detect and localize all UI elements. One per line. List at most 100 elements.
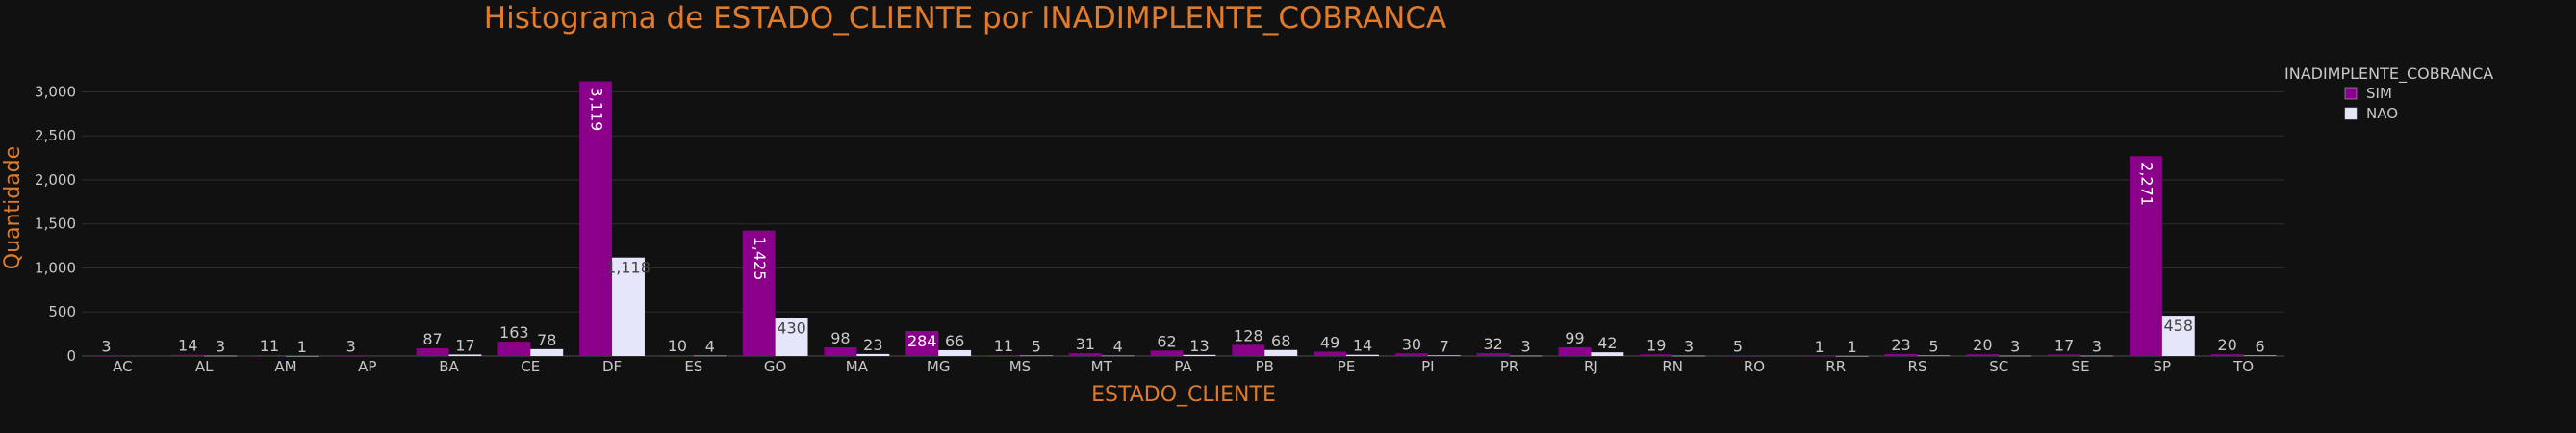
- data-label: 3: [1684, 338, 1694, 356]
- data-label: 30: [1402, 335, 1421, 353]
- bar-sim-al[interactable]: [171, 354, 205, 356]
- bar-nao-ce[interactable]: [530, 348, 564, 356]
- bar-nao-go[interactable]: [775, 318, 808, 356]
- bar-nao-pi[interactable]: [1427, 355, 1461, 356]
- bar-sim-pr[interactable]: [1476, 353, 1510, 356]
- bar-nao-ma[interactable]: [856, 353, 890, 356]
- bar-sim-am[interactable]: [253, 354, 286, 356]
- x-tick-label: SE: [2072, 358, 2090, 375]
- y-tick-label: 500: [48, 303, 76, 320]
- data-label: 5: [1928, 338, 1938, 356]
- x-tick-label: PI: [1421, 358, 1434, 375]
- data-label: 14: [1353, 337, 1372, 355]
- bar-sim-ba[interactable]: [416, 348, 449, 356]
- data-label: 14: [178, 337, 197, 355]
- bar-sim-pa[interactable]: [1150, 350, 1184, 356]
- bar-sim-mg[interactable]: [905, 331, 939, 356]
- bar-nao-to[interactable]: [2243, 355, 2277, 356]
- bar-nao-rj[interactable]: [1591, 352, 1624, 356]
- data-label: 11: [260, 337, 279, 355]
- bar-nao-ba[interactable]: [448, 354, 482, 356]
- bar-sim-ce[interactable]: [497, 342, 531, 356]
- data-label: 19: [1646, 336, 1666, 354]
- data-label: 20: [2217, 336, 2236, 354]
- data-label: 3: [2010, 338, 2020, 356]
- data-label: 3: [216, 338, 225, 356]
- legend-swatch-nao[interactable]: [2344, 107, 2358, 120]
- bar-nao-mt[interactable]: [1101, 355, 1135, 357]
- bar-nao-pr[interactable]: [1509, 355, 1543, 357]
- bar-sim-df[interactable]: [579, 81, 613, 356]
- bar-sim-rj[interactable]: [1558, 346, 1592, 356]
- bar-sim-pi[interactable]: [1394, 353, 1428, 356]
- x-tick-label: AC: [113, 358, 132, 375]
- data-label: 1: [1848, 338, 1857, 356]
- bar-sim-ma[interactable]: [824, 347, 857, 356]
- x-tick-label: PR: [1500, 358, 1518, 375]
- legend-items[interactable]: SIM NAO: [2344, 85, 2398, 122]
- x-tick-label: SP: [2154, 358, 2172, 375]
- bar-sim-ro[interactable]: [1722, 355, 1754, 357]
- bar-sim-rr[interactable]: [1802, 355, 1836, 357]
- bar-sim-se[interactable]: [2048, 354, 2081, 356]
- x-tick-label: SC: [1989, 358, 2008, 375]
- legend-label-nao[interactable]: NAO: [2366, 105, 2398, 122]
- bar-sim-ms[interactable]: [987, 354, 1020, 356]
- bar-sim-ac[interactable]: [89, 355, 123, 357]
- data-label: 32: [1483, 335, 1502, 353]
- bar-sim-es[interactable]: [660, 355, 694, 356]
- bar-sim-sc[interactable]: [1966, 354, 2000, 356]
- data-label: 49: [1320, 334, 1339, 352]
- x-tick-label: MA: [846, 358, 869, 375]
- data-label: 4: [1113, 338, 1123, 356]
- bar-nao-pa[interactable]: [1183, 354, 1216, 356]
- bar-sim-go[interactable]: [742, 230, 776, 356]
- x-tick-label: TO: [2232, 358, 2254, 375]
- x-tick-label: CE: [521, 358, 540, 375]
- bar-nao-rs[interactable]: [1917, 355, 1951, 357]
- data-label: 10: [668, 337, 687, 355]
- x-tick-label: RO: [1744, 358, 1765, 375]
- bar-nao-pe[interactable]: [1346, 354, 1379, 356]
- bar-nao-es[interactable]: [693, 355, 727, 357]
- bar-sim-pb[interactable]: [1232, 344, 1265, 356]
- bar-nao-df[interactable]: [612, 257, 645, 356]
- y-tick-label: 1,500: [35, 216, 76, 233]
- bar-sim-rn[interactable]: [1640, 354, 1673, 356]
- data-label: 3: [346, 338, 356, 356]
- bar-nao-pb[interactable]: [1264, 349, 1298, 356]
- x-tick-labels: AC AL AM AP BA CE DF ES GO MA MG MS MT PA PB PE PI PR RJ RN…: [113, 358, 2254, 375]
- bar-sim-sp[interactable]: [2129, 156, 2162, 356]
- legend-label-sim[interactable]: SIM: [2366, 85, 2392, 102]
- y-tick-label: 2,000: [35, 171, 76, 189]
- bar-sim-pe[interactable]: [1314, 351, 1347, 356]
- chart-title: Histograma de ESTADO_CLIENTE por INADIMP…: [484, 1, 1446, 36]
- bar-nao-rr[interactable]: [1835, 355, 1869, 357]
- data-label: 3: [2092, 338, 2102, 356]
- bar-nao-se[interactable]: [2080, 355, 2113, 357]
- bar-nao-am[interactable]: [285, 355, 319, 357]
- data-label: 1: [1815, 338, 1824, 356]
- bar-nao-sc[interactable]: [1999, 355, 2032, 357]
- bar-nao-mg[interactable]: [938, 349, 972, 356]
- bar-sim-ap[interactable]: [334, 355, 368, 357]
- bar-nao-sp[interactable]: [2161, 316, 2195, 356]
- data-label: 4: [705, 338, 715, 356]
- data-label: 23: [863, 336, 882, 354]
- bar-sim-to[interactable]: [2210, 354, 2244, 356]
- bar-sim-mt[interactable]: [1068, 353, 1102, 356]
- y-tick-label: 2,500: [35, 127, 76, 144]
- data-label: 42: [1597, 334, 1617, 352]
- legend[interactable]: INADIMPLENTE_COBRANCA SIM NAO: [2284, 64, 2493, 122]
- bar-nao-rn[interactable]: [1672, 355, 1706, 357]
- bar-sim-rs[interactable]: [1884, 353, 1918, 356]
- bar-nao-al[interactable]: [204, 355, 238, 357]
- legend-swatch-sim[interactable]: [2344, 87, 2358, 100]
- gridlines: 0 500 1,000 1,500 2,000 2,500 3,000: [35, 83, 2284, 365]
- bar-nao-ms[interactable]: [1019, 355, 1053, 357]
- data-label: 5: [1733, 338, 1743, 356]
- data-label: 284: [907, 332, 937, 350]
- data-label: 99: [1565, 329, 1584, 347]
- x-tick-label: RN: [1662, 358, 1683, 375]
